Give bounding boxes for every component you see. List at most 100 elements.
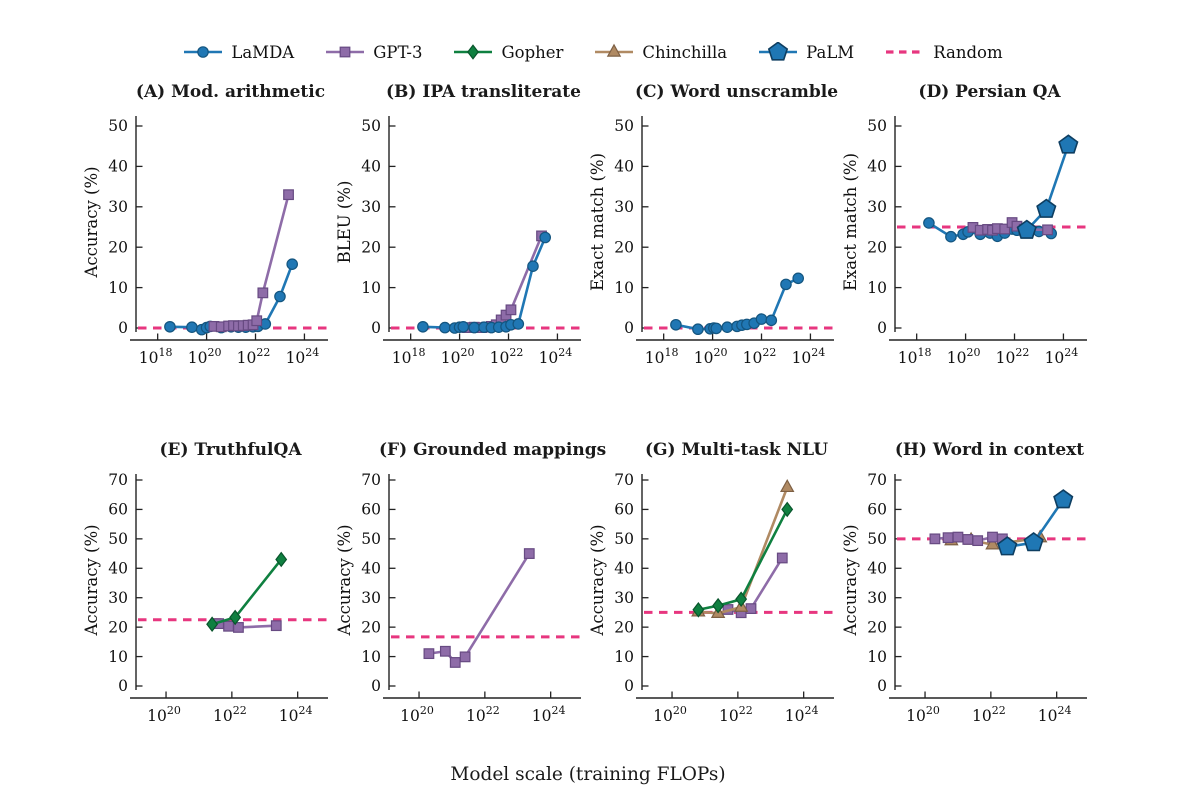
y-tick-label: 20 <box>614 238 634 256</box>
legend-item-gopher: Gopher <box>452 42 563 62</box>
y-axis-label: Accuracy (%) <box>335 524 354 636</box>
legend-label: Random <box>933 42 1003 62</box>
gopher-data-marker <box>712 597 725 614</box>
y-tick-label: 40 <box>867 559 887 577</box>
series-palm <box>997 489 1074 556</box>
lamda-data-marker <box>457 320 470 333</box>
y-tick-label: 30 <box>108 589 128 607</box>
y-tick-label: 40 <box>867 158 887 176</box>
legend-label: GPT-3 <box>373 42 423 62</box>
lamda-data-marker <box>539 231 552 244</box>
y-tick-label: 30 <box>867 589 887 607</box>
y-tick-label: 40 <box>361 559 381 577</box>
gpt-3-data-marker <box>423 648 435 660</box>
x-tick-label: 1020 <box>947 346 981 367</box>
gopher-data-marker <box>781 501 794 518</box>
gpt-3-marker-glyph <box>339 46 351 58</box>
x-tick-label: 1024 <box>286 346 320 367</box>
panel-H-title: (H) Word in context <box>894 440 1085 460</box>
panel-D: (D) Persian QA 0 10 20 30 40 50 1018 1020 1022 102… <box>841 82 1094 398</box>
series-gpt-3 <box>208 189 294 333</box>
palm-data-marker <box>1036 198 1057 218</box>
y-tick-label: 10 <box>361 648 381 666</box>
y-tick-label: 0 <box>877 319 887 337</box>
lamda-data-marker <box>780 278 792 291</box>
panel-E: (E) TruthfulQA 0 10 20 30 40 50 60 70 1020 1022 102… <box>82 440 335 756</box>
y-tick-label: 10 <box>108 279 128 297</box>
y-tick-label: 70 <box>867 471 887 489</box>
gpt-3-data-marker <box>505 304 517 316</box>
palm-data-marker <box>1058 134 1079 154</box>
series-lamda <box>670 272 805 336</box>
x-tick-label: 1020 <box>906 704 940 725</box>
lamda-data-marker <box>765 314 778 327</box>
panel-C: (C) Word unscramble 0 10 20 30 40 50 1018 1020 10… <box>588 82 841 398</box>
y-tick-label: 60 <box>614 501 634 519</box>
lamda-data-marker <box>692 323 704 336</box>
y-tick-label: 20 <box>614 618 634 636</box>
chinchilla-marker-glyph <box>607 43 622 57</box>
gpt-3-data-marker <box>459 651 471 663</box>
gpt-3-data-marker <box>942 532 954 544</box>
x-tick-label: 1018 <box>392 346 426 367</box>
y-tick-label: 70 <box>614 471 634 489</box>
palm-data-marker <box>1023 532 1044 552</box>
lamda-data-marker <box>670 318 682 331</box>
y-tick-label: 50 <box>361 530 381 548</box>
y-tick-label: 50 <box>614 117 634 135</box>
y-tick-label: 20 <box>108 238 128 256</box>
y-axis-label: Exact match (%) <box>841 153 860 291</box>
x-tick-label: 1022 <box>466 704 500 725</box>
gopher-data-marker <box>735 591 748 607</box>
x-tick-label: 1022 <box>996 346 1030 367</box>
x-tick-label: 1022 <box>490 346 524 367</box>
lamda-data-marker <box>792 272 805 285</box>
y-tick-label: 50 <box>867 530 887 548</box>
legend-item-palm: PaLM <box>757 42 854 62</box>
lamda-data-marker <box>439 321 451 334</box>
panel-D-title: (D) Persian QA <box>918 82 1061 102</box>
lamda-data-marker <box>755 313 768 325</box>
panel-A: (A) Mod. arithmetic 0 10 20 30 40 50 1018 1020 10… <box>82 82 335 398</box>
palm-data-marker <box>1016 219 1037 239</box>
lamda-data-marker <box>945 230 957 243</box>
y-tick-label: 40 <box>108 559 128 577</box>
y-tick-label: 0 <box>118 677 128 695</box>
lamda-data-marker <box>527 260 539 272</box>
y-axis-label: Accuracy (%) <box>82 524 101 636</box>
y-tick-label: 20 <box>361 238 381 256</box>
gopher-data-marker <box>692 601 705 618</box>
panel-C-title: (C) Word unscramble <box>634 82 839 102</box>
y-tick-label: 10 <box>867 648 887 666</box>
chinchilla-data-marker <box>780 479 795 493</box>
y-tick-label: 30 <box>108 198 128 216</box>
lamda-marker-icon <box>184 46 223 58</box>
chinchilla-data-marker <box>985 536 1000 550</box>
legend-label: Chinchilla <box>642 42 728 62</box>
x-tick-label: 1024 <box>539 346 573 367</box>
x-tick-label: 1024 <box>279 704 313 725</box>
x-tick-label: 1024 <box>785 704 819 725</box>
gpt-3-data-marker <box>439 645 451 657</box>
x-tick-label: 1020 <box>694 346 728 367</box>
legend-label: PaLM <box>806 42 855 62</box>
y-tick-label: 30 <box>361 589 381 607</box>
y-tick-label: 50 <box>108 530 128 548</box>
x-axis-global-label: Model scale (training FLOPs) <box>450 764 726 785</box>
x-tick-label: 1020 <box>188 346 222 367</box>
palm-marker-glyph <box>767 42 789 61</box>
gpt-3-data-marker <box>1042 224 1053 236</box>
gpt-3-data-marker <box>449 657 461 668</box>
x-tick-label: 1022 <box>719 704 753 725</box>
y-tick-label: 50 <box>108 117 128 135</box>
x-tick-label: 1024 <box>792 346 826 367</box>
palm-marker-icon <box>759 42 798 61</box>
gpt-3-data-marker <box>987 531 998 543</box>
lamda-data-marker <box>164 320 176 333</box>
y-tick-label: 40 <box>614 559 634 577</box>
